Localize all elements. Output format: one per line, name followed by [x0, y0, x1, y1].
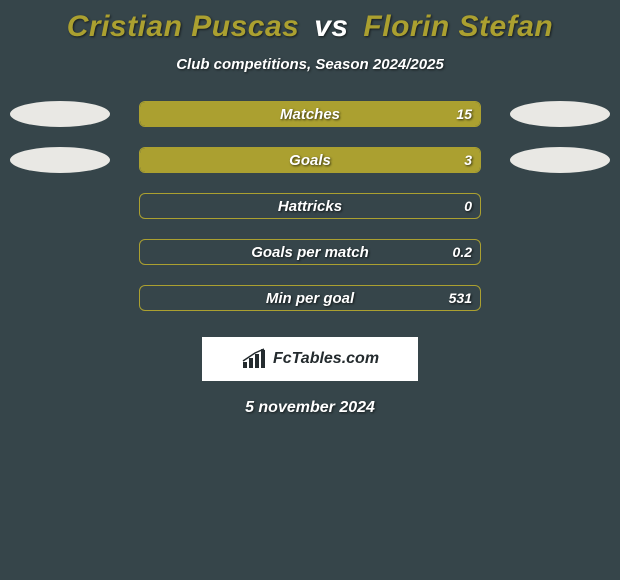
title: Cristian Puscas vs Florin Stefan: [0, 4, 620, 48]
stat-row: Matches15: [0, 101, 620, 127]
stat-bar-fill: [140, 102, 481, 126]
stat-row: Min per goal531: [0, 285, 620, 311]
logo-box: FcTables.com: [202, 337, 418, 381]
infographic-container: Cristian Puscas vs Florin Stefan Club co…: [0, 0, 620, 417]
stat-row: Hattricks0: [0, 193, 620, 219]
logo-text: FcTables.com: [273, 350, 379, 368]
player1-ellipse: [10, 101, 110, 127]
stat-bar: [139, 101, 481, 127]
player2-ellipse: [510, 101, 610, 127]
stat-bar: [139, 239, 481, 265]
player2-name: Florin Stefan: [363, 10, 553, 43]
stat-bar-fill: [140, 148, 481, 172]
stat-bar: [139, 147, 481, 173]
stat-bar: [139, 285, 481, 311]
stat-bar: [139, 193, 481, 219]
barchart-icon: [241, 348, 267, 370]
date-text: 5 november 2024: [0, 399, 620, 417]
stat-rows: Matches15 Goals3 Hattricks0 Goals per match…: [0, 101, 620, 311]
player1-name: Cristian Puscas: [67, 10, 300, 43]
subtitle: Club competitions, Season 2024/2025: [0, 56, 620, 73]
player2-ellipse: [510, 147, 610, 173]
player1-ellipse: [10, 147, 110, 173]
vs-text: vs: [314, 10, 348, 43]
stat-row: Goals per match0.2: [0, 239, 620, 265]
stat-row: Goals3: [0, 147, 620, 173]
